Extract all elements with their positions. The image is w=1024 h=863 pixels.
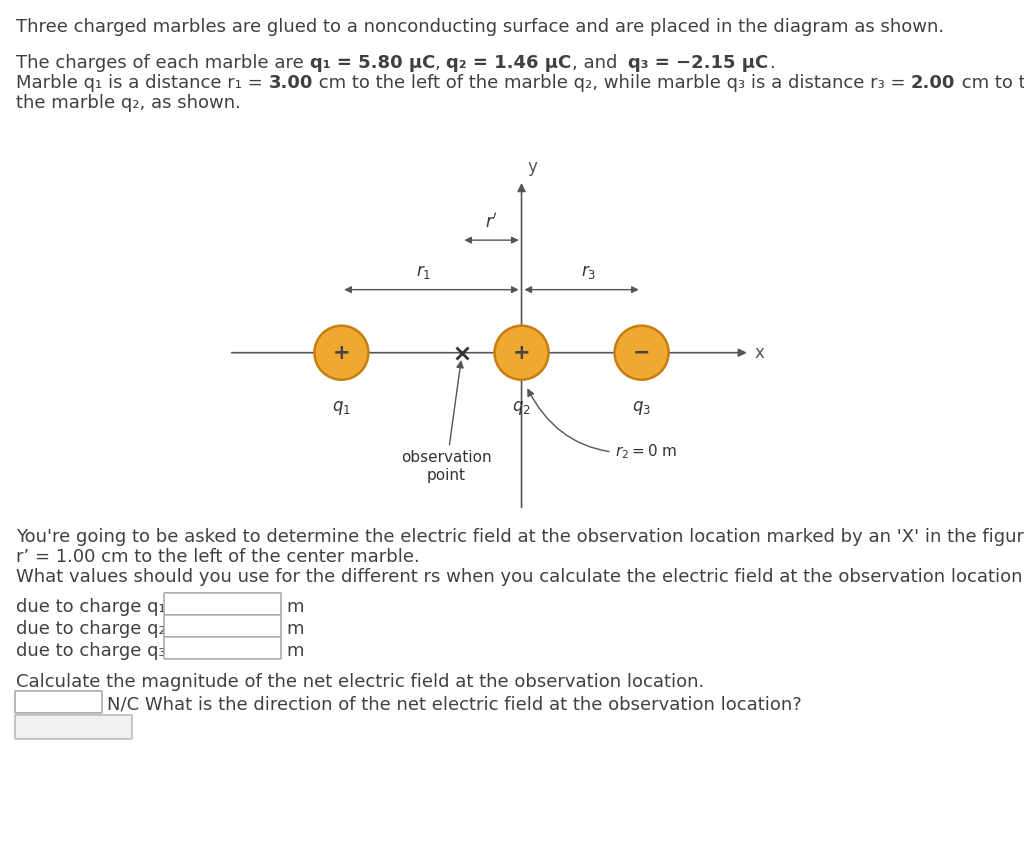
Text: observation
point: observation point: [401, 362, 492, 482]
Text: 2.00: 2.00: [911, 74, 955, 92]
Text: You're going to be asked to determine the electric field at the observation loca: You're going to be asked to determine th…: [16, 528, 1024, 545]
Text: due to charge q₂?: due to charge q₂?: [16, 620, 175, 638]
Text: m: m: [286, 642, 303, 660]
Text: $r'$: $r'$: [485, 212, 498, 231]
Text: q₂ = 1.46 μC: q₂ = 1.46 μC: [446, 54, 571, 72]
Text: $r_1$: $r_1$: [417, 262, 431, 280]
Text: cm to the right of: cm to the right of: [955, 74, 1024, 92]
FancyBboxPatch shape: [164, 637, 281, 658]
FancyBboxPatch shape: [164, 614, 281, 637]
FancyBboxPatch shape: [15, 691, 102, 713]
Text: q₃ = −2.15 μC: q₃ = −2.15 μC: [629, 54, 769, 72]
Text: 3.00: 3.00: [268, 74, 313, 92]
Text: +: +: [513, 343, 530, 362]
Circle shape: [495, 325, 549, 380]
Text: $q_3$: $q_3$: [632, 400, 651, 417]
Text: $q_1$: $q_1$: [332, 400, 351, 417]
Text: q₁ = 5.80 μC: q₁ = 5.80 μC: [309, 54, 435, 72]
Text: The charges of each marble are: The charges of each marble are: [16, 54, 309, 72]
Text: $r_3$: $r_3$: [582, 262, 597, 280]
Text: $q_2$: $q_2$: [512, 400, 530, 417]
Text: due to charge q₁?: due to charge q₁?: [16, 598, 175, 616]
Text: Marble q₁ is a distance r₁ =: Marble q₁ is a distance r₁ =: [16, 74, 268, 92]
FancyBboxPatch shape: [15, 715, 132, 739]
Text: What values should you use for the different rs when you calculate the electric : What values should you use for the diffe…: [16, 568, 1024, 586]
Text: y: y: [527, 158, 538, 175]
Text: the marble q₂, as shown.: the marble q₂, as shown.: [16, 94, 241, 112]
Text: due to charge q₃?: due to charge q₃?: [16, 642, 175, 660]
Text: r’ = 1.00 cm to the left of the center marble.: r’ = 1.00 cm to the left of the center m…: [16, 548, 420, 566]
Text: m: m: [286, 598, 303, 616]
Text: Calculate the magnitude of the net electric field at the observation location.: Calculate the magnitude of the net elect…: [16, 673, 705, 691]
Text: ---Select---  ⬄: ---Select--- ⬄: [22, 721, 125, 736]
Text: N/C What is the direction of the net electric field at the observation location?: N/C What is the direction of the net ele…: [106, 696, 802, 714]
Text: , and: , and: [571, 54, 629, 72]
Circle shape: [314, 325, 369, 380]
Text: m: m: [286, 620, 303, 638]
Text: .: .: [769, 54, 774, 72]
FancyBboxPatch shape: [164, 593, 281, 614]
Text: $r_2 = 0$ m: $r_2 = 0$ m: [528, 389, 677, 462]
Text: Three charged marbles are glued to a nonconducting surface and are placed in the: Three charged marbles are glued to a non…: [16, 18, 944, 36]
Text: −: −: [633, 343, 650, 362]
Text: +: +: [333, 343, 350, 362]
Circle shape: [614, 325, 669, 380]
Text: ,: ,: [435, 54, 446, 72]
Text: cm to the left of the marble q₂, while marble q₃ is a distance r₃ =: cm to the left of the marble q₂, while m…: [313, 74, 911, 92]
Text: x: x: [754, 343, 764, 362]
